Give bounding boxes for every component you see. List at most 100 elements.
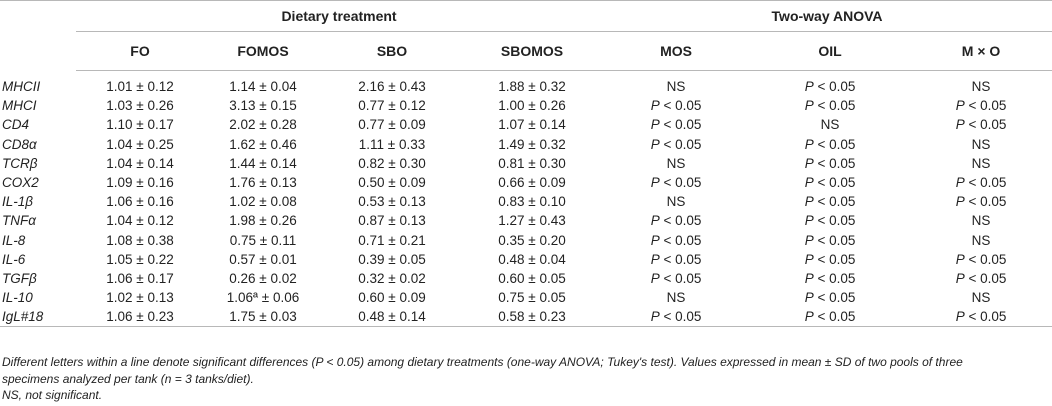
expression-value-cell: 3.13 ± 0.15 bbox=[229, 98, 297, 114]
anova-result-cell: P < 0.05 bbox=[804, 213, 856, 229]
group-two-way-anova: Two-way ANOVA bbox=[602, 0, 1052, 32]
anova-result-cell: P < 0.05 bbox=[804, 136, 856, 152]
expression-value-cell: 0.83 ± 0.10 bbox=[498, 194, 566, 210]
table-row: MHCII 1.01 ± 0.12 1.14 ± 0.04 2.16 ± 0.43 1.… bbox=[0, 71, 1052, 97]
expression-value-cell: 0.75 ± 0.05 bbox=[498, 290, 566, 306]
col-header-fo: FO bbox=[76, 31, 204, 71]
expression-value-cell: 1.07 ± 0.14 bbox=[498, 117, 566, 133]
gene-name: MHCII bbox=[2, 78, 41, 94]
anova-result-cell: NS bbox=[666, 290, 686, 306]
anova-result-cell: NS bbox=[971, 79, 991, 95]
anova-result-cell: P < 0.05 bbox=[650, 175, 702, 191]
anova-result-cell: P < 0.05 bbox=[804, 232, 856, 248]
expression-value-cell: 1.01 ± 0.12 bbox=[106, 79, 174, 95]
expression-value-cell: 1.76 ± 0.13 bbox=[229, 175, 297, 191]
expression-value-cell: 0.32 ± 0.02 bbox=[358, 270, 426, 286]
expression-value-cell: 1.08 ± 0.38 bbox=[106, 232, 174, 248]
expression-value-cell: 1.06 ± 0.16 bbox=[106, 194, 174, 210]
data-table: Dietary treatment Two-way ANOVA FO FOMOS… bbox=[0, 0, 1052, 328]
table-row: TNFα 1.04 ± 0.12 1.98 ± 0.26 0.87 ± 0.13 1.2… bbox=[0, 211, 1052, 230]
col-header-sbo: SBO bbox=[322, 31, 462, 71]
expression-value-cell: 1.00 ± 0.26 bbox=[498, 98, 566, 114]
expression-value-cell: 1.14 ± 0.04 bbox=[229, 79, 297, 95]
group-header-row: Dietary treatment Two-way ANOVA bbox=[0, 0, 1052, 32]
anova-result-cell: NS bbox=[971, 290, 991, 306]
expression-value-cell: 1.06 ± 0.23 bbox=[76, 307, 204, 328]
expression-value-cell: 0.82 ± 0.30 bbox=[358, 155, 426, 171]
gene-name: CD8α bbox=[2, 136, 37, 152]
anova-result-cell: NS bbox=[971, 213, 991, 229]
expression-value-cell: 0.87 ± 0.13 bbox=[358, 213, 426, 229]
table-row: IL-10 1.02 ± 0.13 1.06ª ± 0.06 0.60 ± 0.09 0… bbox=[0, 288, 1052, 307]
expression-value-cell: 1.49 ± 0.32 bbox=[498, 136, 566, 152]
expression-value-cell: 1.02 ± 0.08 bbox=[229, 194, 297, 210]
table-row: CD8α 1.04 ± 0.25 1.62 ± 0.46 1.11 ± 0.33 1.4… bbox=[0, 135, 1052, 154]
footnote-ns: NS, not significant. bbox=[2, 388, 103, 402]
expression-value-cell: 0.77 ± 0.09 bbox=[358, 117, 426, 133]
expression-value-cell: 0.50 ± 0.09 bbox=[358, 175, 426, 191]
gene-name: MHCI bbox=[2, 98, 37, 114]
expression-value-cell: 1.06ª ± 0.06 bbox=[226, 290, 300, 306]
anova-result-cell: P < 0.05 bbox=[804, 194, 856, 210]
expression-value-cell: 0.26 ± 0.02 bbox=[229, 270, 297, 286]
group-dietary-treatment: Dietary treatment bbox=[76, 0, 603, 32]
anova-result-cell: P < 0.05 bbox=[955, 175, 1007, 191]
expression-value-cell: 1.11 ± 0.33 bbox=[358, 136, 426, 152]
table-row: IgL#18 1.06 ± 0.23 1.75 ± 0.03 0.48 ± 0.14 0… bbox=[0, 307, 1052, 328]
anova-result-cell: P < 0.05 bbox=[804, 98, 856, 114]
table-row: CD4 1.10 ± 0.17 2.02 ± 0.28 0.77 ± 0.09 1.07… bbox=[0, 115, 1052, 134]
anova-result-cell: NS bbox=[971, 232, 991, 248]
anova-result-cell: P < 0.05 bbox=[804, 155, 856, 171]
gene-name: IL-6 bbox=[2, 251, 26, 267]
anova-result-cell: P < 0.05 bbox=[650, 117, 702, 133]
expression-value-cell: 1.98 ± 0.26 bbox=[229, 213, 297, 229]
gene-name: IgL#18 bbox=[0, 307, 76, 328]
anova-result-cell: P < 0.05 bbox=[602, 307, 751, 328]
anova-result-cell: P < 0.05 bbox=[955, 98, 1007, 114]
expression-value-cell: 1.27 ± 0.43 bbox=[498, 213, 566, 229]
column-header-row: FO FOMOS SBO SBOMOS MOS OIL M × O bbox=[0, 31, 1052, 71]
expression-value-cell: 0.35 ± 0.20 bbox=[498, 232, 566, 248]
expression-value-cell: 0.53 ± 0.13 bbox=[358, 194, 426, 210]
anova-result-cell: NS bbox=[666, 194, 686, 210]
anova-result-cell: P < 0.05 bbox=[804, 175, 856, 191]
col-header-oil: OIL bbox=[750, 31, 911, 71]
table-body: MHCII 1.01 ± 0.12 1.14 ± 0.04 2.16 ± 0.43 1.… bbox=[0, 71, 1052, 328]
expression-value-cell: 1.62 ± 0.46 bbox=[229, 136, 297, 152]
anova-result-cell: P < 0.05 bbox=[955, 251, 1007, 267]
expression-value-cell: 1.05 ± 0.22 bbox=[106, 251, 174, 267]
table-row: MHCI 1.03 ± 0.26 3.13 ± 0.15 0.77 ± 0.12 1.0… bbox=[0, 96, 1052, 115]
anova-result-cell: P < 0.05 bbox=[650, 213, 702, 229]
expression-value-cell: 0.60 ± 0.09 bbox=[358, 290, 426, 306]
expression-value-cell: 1.75 ± 0.03 bbox=[204, 307, 322, 328]
expression-value-cell: 1.04 ± 0.14 bbox=[106, 155, 174, 171]
expression-value-cell: 1.10 ± 0.17 bbox=[106, 117, 174, 133]
expression-value-cell: 0.48 ± 0.14 bbox=[322, 307, 462, 328]
expression-value-cell: 0.66 ± 0.09 bbox=[498, 175, 566, 191]
footnote-line-2: specimens analyzed per tank (n = 3 tanks… bbox=[2, 371, 254, 386]
gene-name: TNFα bbox=[2, 213, 36, 229]
expression-value-cell: 1.06 ± 0.17 bbox=[106, 270, 174, 286]
expression-value-cell: 2.02 ± 0.28 bbox=[229, 117, 297, 133]
anova-result-cell: P < 0.05 bbox=[955, 194, 1007, 210]
expression-value-cell: 0.77 ± 0.12 bbox=[358, 98, 426, 114]
anova-result-cell: P < 0.05 bbox=[910, 307, 1052, 328]
anova-result-cell: NS bbox=[971, 136, 991, 152]
expression-value-cell: 0.81 ± 0.30 bbox=[498, 155, 566, 171]
table-row: COX2 1.09 ± 0.16 1.76 ± 0.13 0.50 ± 0.09 0.6… bbox=[0, 173, 1052, 192]
anova-result-cell: P < 0.05 bbox=[804, 79, 856, 95]
anova-result-cell: NS bbox=[666, 155, 686, 171]
expression-value-cell: 0.48 ± 0.04 bbox=[498, 251, 566, 267]
anova-result-cell: P < 0.05 bbox=[750, 307, 911, 328]
gene-name: TCRβ bbox=[2, 155, 38, 171]
table-row: IL-1β 1.06 ± 0.16 1.02 ± 0.08 0.53 ± 0.13 0.… bbox=[0, 192, 1052, 211]
expression-value-cell: 0.71 ± 0.21 bbox=[358, 232, 426, 248]
anova-result-cell: P < 0.05 bbox=[804, 251, 856, 267]
expression-value-cell: 0.39 ± 0.05 bbox=[358, 251, 426, 267]
gene-name: CD4 bbox=[2, 117, 30, 133]
anova-result-cell: NS bbox=[971, 155, 991, 171]
expression-value-cell: 0.58 ± 0.23 bbox=[462, 307, 603, 328]
anova-result-cell: P < 0.05 bbox=[650, 251, 702, 267]
gene-name: COX2 bbox=[2, 175, 39, 191]
